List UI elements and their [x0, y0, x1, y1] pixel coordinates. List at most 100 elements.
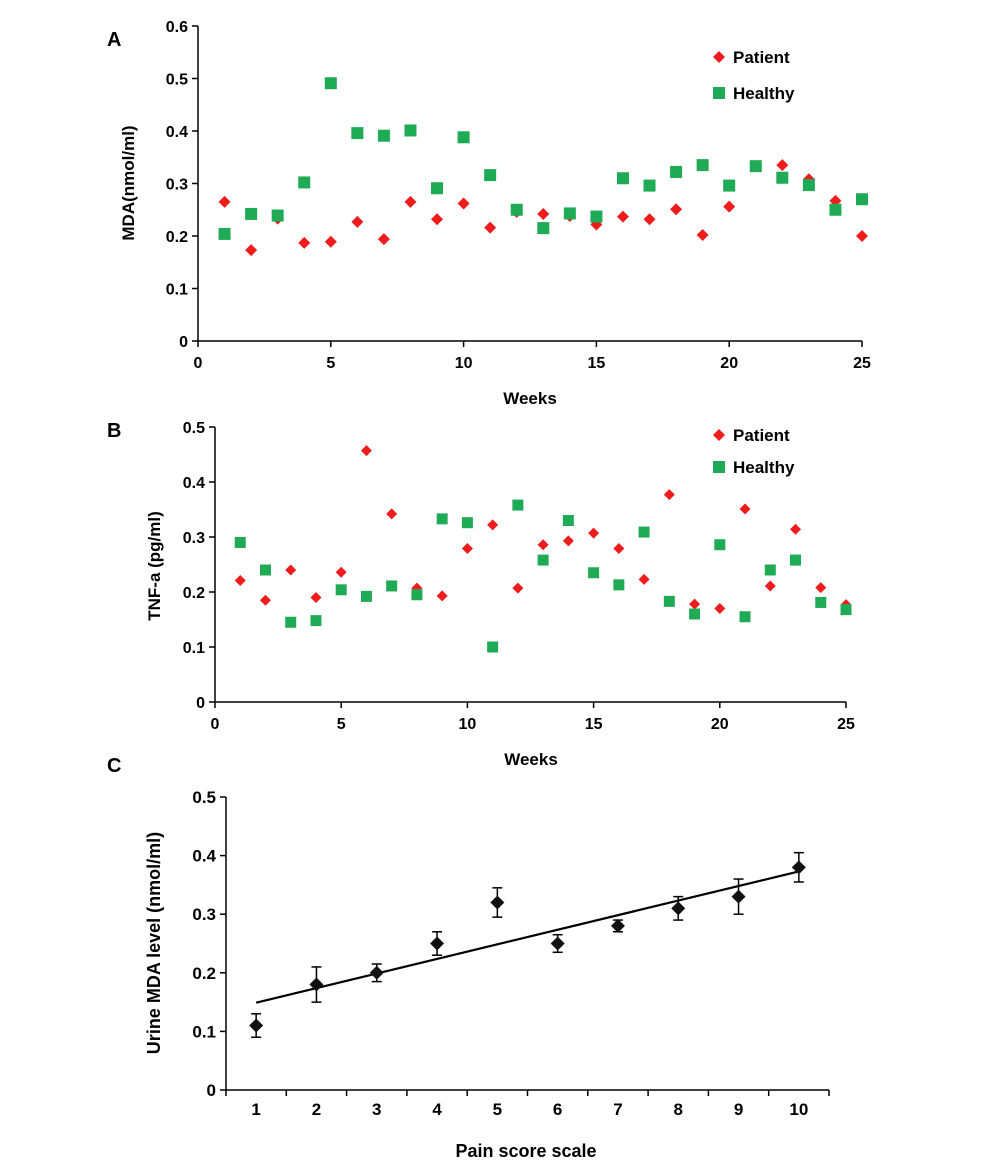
chart-a-healthy-point	[643, 179, 656, 192]
chart-b-healthy-point	[310, 615, 322, 627]
chart-b-patient-point	[815, 582, 827, 594]
chart-b-healthy-point	[790, 554, 802, 566]
chart-a-healthy-point	[723, 179, 736, 192]
chart-b-x-tick-label: 25	[837, 716, 855, 733]
chart-a-y-tick-label: 0.1	[166, 282, 188, 299]
chart-a-y-tick-label: 0.5	[166, 72, 188, 89]
chart-b-legend-healthy: Healthy	[733, 458, 795, 477]
chart-c-point	[430, 936, 445, 951]
chart-b-patient-point	[764, 580, 776, 592]
chart-b-patient-point	[739, 503, 751, 515]
chart-a-healthy-point	[245, 207, 258, 220]
chart-a-patient-point	[670, 203, 683, 216]
chart-c-x-tick-label: 3	[372, 1100, 381, 1119]
chart-b-healthy-point	[840, 604, 852, 616]
chart-a-healthy-point	[696, 159, 709, 172]
chart-a-y-tick-label: 0.4	[166, 124, 188, 141]
chart-b-y-tick-label: 0	[196, 695, 205, 712]
chart-b-x-tick-label: 0	[211, 716, 220, 733]
chart-c-point	[550, 936, 565, 951]
chart-b-healthy-point	[815, 596, 827, 608]
chart-b-healthy-point	[663, 595, 675, 607]
chart-c-point	[309, 977, 324, 992]
chart-b-patient-point	[537, 539, 549, 551]
chart-a-patient-point	[776, 159, 789, 172]
chart-a-patient-point	[643, 213, 656, 226]
chart-b-healthy-point	[714, 539, 726, 551]
panel-b-label: B	[107, 420, 121, 442]
chart-c-x-tick-label: 7	[613, 1100, 622, 1119]
chart-b-legend-patient-marker	[713, 429, 725, 441]
chart-b-x-tick-label: 15	[585, 716, 603, 733]
chart-b-healthy-point	[487, 641, 499, 653]
chart-a-x-ticks: 0 5 10 15 20 25	[194, 341, 871, 372]
chart-b-healthy-point	[285, 616, 297, 628]
chart-a-y-tick-label: 0.6	[166, 19, 188, 36]
chart-a-patient-point	[404, 195, 417, 208]
chart-c-x-tick-label: 2	[312, 1100, 321, 1119]
chart-a-healthy-point	[431, 182, 444, 195]
chart-a-healthy-point	[457, 131, 470, 144]
chart-a-patient-point	[218, 195, 231, 208]
panel-c-label: C	[107, 755, 121, 777]
chart-b-patient-point	[790, 523, 802, 535]
chart-c: C 0 0.1 0.2 0.3 0.4 0.5 1 2 3 4 5 6 7 8 9 10 Pain scor…	[107, 755, 830, 1161]
chart-b-y-tick-label: 0.1	[183, 640, 205, 657]
chart-b-healthy-point	[739, 611, 751, 623]
chart-a-healthy-point	[537, 222, 550, 235]
chart-b-legend-healthy-marker	[713, 461, 725, 473]
chart-a-y-tick-label: 0.2	[166, 229, 188, 246]
chart-b-patient-point	[386, 508, 398, 520]
chart-b-healthy-point	[461, 517, 473, 529]
chart-b-healthy-point	[764, 564, 776, 576]
chart-a-healthy-point	[484, 169, 497, 182]
chart-a-x-tick-label: 15	[588, 355, 606, 372]
chart-c-point	[249, 1018, 264, 1033]
chart-b-healthy-point	[386, 580, 398, 592]
chart-b-healthy-point	[360, 590, 372, 602]
chart-a-x-tick-label: 25	[853, 355, 871, 372]
chart-a-y-ticks: 0 0.1 0.2 0.3 0.4 0.5 0.6	[166, 19, 198, 351]
chart-b-healthy-point	[234, 537, 246, 548]
chart-c-x-tick-label: 8	[674, 1100, 683, 1119]
chart-a-patient-point	[537, 207, 550, 220]
chart-b-healthy-point	[411, 589, 423, 601]
chart-b-healthy-point	[335, 584, 347, 596]
chart-a-patient-point	[245, 244, 258, 257]
chart-a-y-tick-label: 0.3	[166, 177, 188, 194]
chart-a-legend-healthy: Healthy	[733, 84, 795, 103]
chart-a-patient-point	[723, 200, 736, 213]
chart-c-x-tick-label: 9	[734, 1100, 743, 1119]
chart-b-y-tick-label: 0.4	[183, 475, 205, 492]
chart-a-patient-point	[431, 213, 444, 226]
chart-a-patient-point	[457, 197, 470, 210]
chart-c-y-tick-label: 0.2	[192, 964, 216, 983]
chart-b-x-tick-label: 20	[711, 716, 729, 733]
chart-b-patient-point	[436, 590, 448, 602]
chart-a-patient-point	[696, 228, 709, 241]
chart-b-healthy-point	[562, 515, 574, 526]
chart-b-x-tick-label: 10	[459, 716, 477, 733]
chart-a-healthy-point	[218, 227, 231, 240]
chart-b-patient-point	[310, 592, 322, 603]
chart-a-healthy-point	[377, 129, 390, 142]
chart-c-x-tick-label: 1	[251, 1100, 260, 1119]
chart-b-patient-point	[663, 489, 675, 501]
chart-c-trendline	[255, 870, 800, 1004]
chart-a-patient-point	[298, 236, 311, 249]
chart-a-x-tick-label: 20	[720, 355, 738, 372]
chart-c-y-tick-label: 0.3	[192, 905, 216, 924]
chart-b-y-ticks: 0 0.1 0.2 0.3 0.4 0.5	[183, 420, 215, 712]
chart-c-x-label: Pain score scale	[455, 1141, 596, 1161]
chart-b-patient-point	[360, 445, 372, 457]
panel-a-label: A	[107, 29, 121, 51]
chart-a-legend-healthy-marker	[713, 87, 725, 99]
chart-a-x-tick-label: 10	[455, 355, 473, 372]
chart-c-x-tick-label: 6	[553, 1100, 562, 1119]
chart-b-patient-point	[285, 564, 297, 576]
chart-b-patient-point	[461, 543, 473, 555]
chart-b-healthy-point	[588, 567, 600, 579]
chart-b-y-label: TNF-a (pg/ml)	[145, 511, 164, 621]
chart-b-legend-patient: Patient	[733, 426, 790, 445]
